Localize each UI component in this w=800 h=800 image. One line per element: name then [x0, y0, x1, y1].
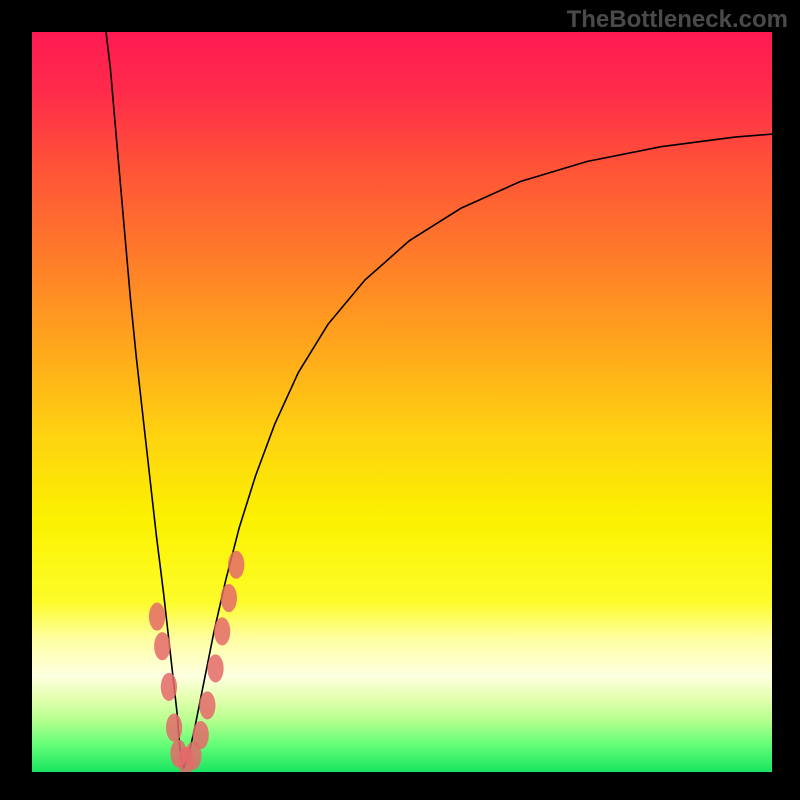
watermark-text: TheBottleneck.com	[567, 6, 788, 34]
gradient-background	[32, 32, 772, 772]
curve-marker	[214, 617, 230, 645]
chart-frame: TheBottleneck.com	[0, 0, 800, 800]
curve-marker	[207, 654, 223, 682]
plot-area	[32, 32, 772, 772]
curve-marker	[193, 721, 209, 749]
curve-marker	[154, 632, 170, 660]
curve-marker	[199, 691, 215, 719]
curve-marker	[221, 584, 237, 612]
curve-marker	[149, 603, 165, 631]
curve-marker	[228, 551, 244, 579]
curve-marker	[166, 714, 182, 742]
curve-marker	[161, 673, 177, 701]
plot-svg	[32, 32, 772, 772]
